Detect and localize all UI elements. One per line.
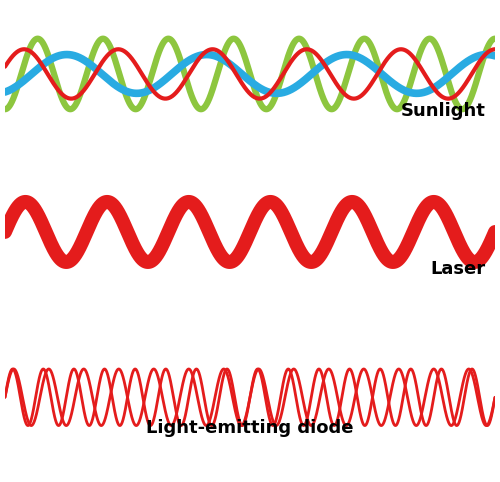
Text: Light-emitting diode: Light-emitting diode: [146, 418, 354, 437]
Text: Sunlight: Sunlight: [400, 102, 485, 120]
Text: Laser: Laser: [430, 260, 485, 278]
